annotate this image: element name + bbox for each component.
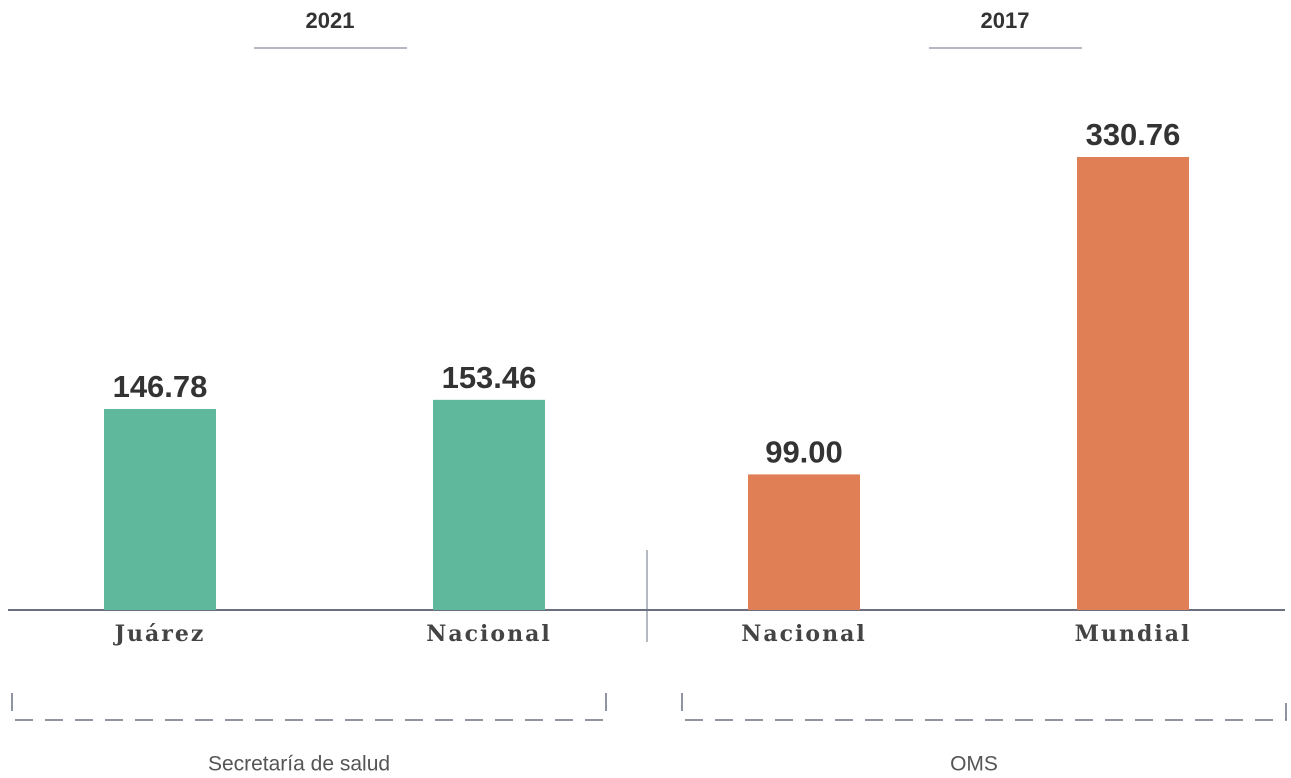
value-label: 330.76 (1086, 117, 1181, 152)
group-header: 2017 (981, 8, 1030, 33)
bar (104, 408, 216, 610)
value-label: 99.00 (765, 435, 843, 470)
x-tick-label: Nacional (426, 621, 551, 647)
bracket (681, 693, 1287, 721)
bar (1077, 157, 1189, 610)
group-header: 2021 (306, 8, 355, 33)
x-tick-label: Mundial (1075, 621, 1192, 647)
bar (433, 399, 545, 610)
x-tick-label: Nacional (741, 621, 866, 647)
source-label: OMS (950, 753, 998, 776)
x-tick-label: Juárez (113, 621, 206, 647)
source-label: Secretaría de salud (208, 753, 390, 776)
value-label: 153.46 (442, 360, 537, 395)
value-label: 146.78 (113, 369, 208, 404)
bracket (11, 693, 607, 721)
bar (748, 474, 860, 610)
